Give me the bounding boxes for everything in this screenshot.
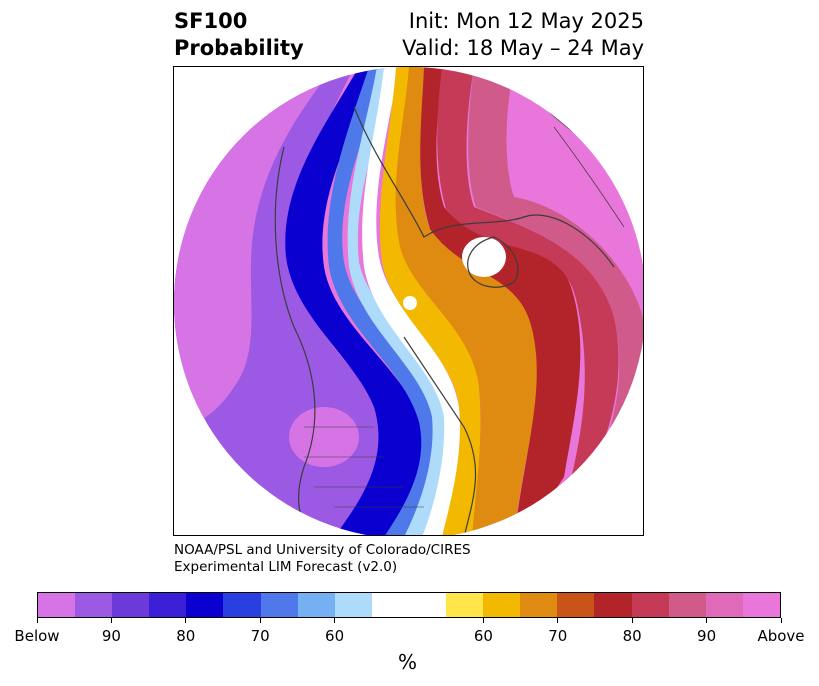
- orange-band: [395, 67, 539, 535]
- colorbar-segment: [520, 593, 558, 617]
- red-band: [420, 67, 581, 535]
- colorbar-segment: [149, 593, 187, 617]
- colorbar-segment: [112, 593, 150, 617]
- colorbar-tick-label: 60: [473, 627, 493, 645]
- colorbar-tick-label: 90: [697, 627, 717, 645]
- colorbar-segment: [594, 593, 632, 617]
- yellow-band: [380, 67, 481, 535]
- pink-band: [468, 67, 643, 487]
- colorbar: [37, 592, 781, 618]
- colorbar-tick: [631, 618, 633, 623]
- colorbar-segment: [186, 593, 224, 617]
- coastline-greenland: [467, 236, 519, 288]
- credit-line-2: Experimental LIM Forecast (v2.0): [174, 559, 398, 575]
- colorbar-segment: [223, 593, 261, 617]
- blue-band-dark: [285, 67, 426, 535]
- colorbar-tick-label: Below: [14, 627, 60, 645]
- colorbar-tick: [36, 618, 38, 623]
- forecast-dates: Init: Mon 12 May 2025 Valid: 18 May – 24…: [402, 8, 644, 62]
- coastline-west: [274, 146, 316, 535]
- state-borders: [304, 426, 424, 508]
- colorbar-tick-label: 90: [101, 627, 121, 645]
- colorbar-segment: [631, 593, 669, 617]
- colorbar-tick: [706, 618, 708, 623]
- neutral-spot: [462, 237, 506, 277]
- map-svg: [174, 67, 643, 535]
- colorbar-tick-label: 80: [176, 627, 196, 645]
- map-disk: [174, 67, 643, 535]
- colorbar-segment: [260, 593, 298, 617]
- colorbar-tick-label: Above: [757, 627, 805, 645]
- neutral-band: [362, 67, 460, 535]
- colorbar-tick: [557, 618, 559, 623]
- colorbar-tick: [110, 618, 112, 623]
- colorbar-tick: [259, 618, 261, 623]
- colorbar-segment: [334, 593, 372, 617]
- map-title: SF100 Probability: [174, 8, 304, 62]
- colorbar-segment: [446, 593, 484, 617]
- valid-range: Valid: 18 May – 24 May: [402, 36, 644, 60]
- title-line-1: SF100: [174, 9, 248, 33]
- colorbar-tick: [334, 618, 336, 623]
- colorbar-tick: [780, 618, 782, 623]
- colorbar-segment: [668, 593, 706, 617]
- colorbar-segment: [557, 593, 595, 617]
- coastline-east: [403, 336, 477, 535]
- credit-text: NOAA/PSL and University of Colorado/CIRE…: [174, 542, 471, 576]
- colorbar-segment: [705, 593, 743, 617]
- colorbar-segment: [75, 593, 113, 617]
- colorbar-tick-label: 70: [548, 627, 568, 645]
- probability-map: [173, 66, 644, 536]
- coastline-arctic: [353, 106, 615, 268]
- colorbar-segment: [297, 593, 335, 617]
- colorbar-tick-label: 60: [325, 627, 345, 645]
- colorbar-unit: %: [398, 650, 418, 674]
- colorbar-tick-label: 70: [250, 627, 270, 645]
- colorbar-tick: [185, 618, 187, 623]
- init-date: Init: Mon 12 May 2025: [408, 9, 644, 33]
- colorbar-segment: [483, 593, 521, 617]
- colorbar-segment: [371, 593, 447, 617]
- colorbar-tick-label: 80: [622, 627, 642, 645]
- colorbar-tick: [482, 618, 484, 623]
- colorbar-segment: [742, 593, 780, 617]
- pole-marker: [403, 296, 417, 310]
- title-line-2: Probability: [174, 36, 304, 60]
- credit-line-1: NOAA/PSL and University of Colorado/CIRE…: [174, 542, 471, 558]
- below-spot: [289, 407, 359, 467]
- colorbar-segment: [38, 593, 76, 617]
